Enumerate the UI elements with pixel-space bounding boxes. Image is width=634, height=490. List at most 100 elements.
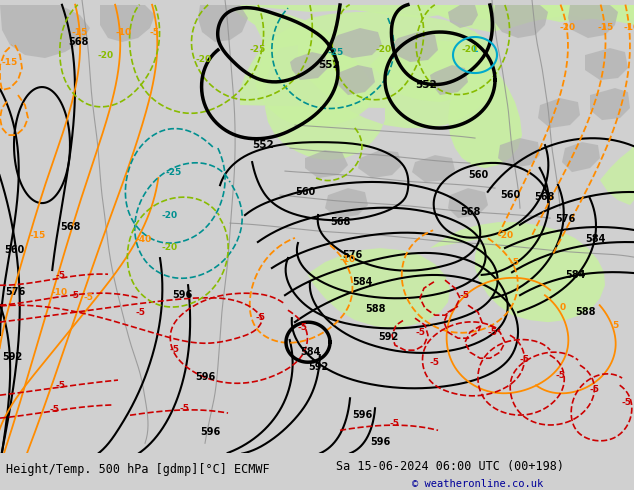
Text: 552: 552 xyxy=(318,60,340,70)
Text: 592: 592 xyxy=(378,332,398,342)
Text: 568: 568 xyxy=(68,37,88,47)
Text: -5: -5 xyxy=(50,405,60,414)
Text: 592: 592 xyxy=(2,352,22,362)
Text: 560: 560 xyxy=(295,187,315,197)
Text: -10: -10 xyxy=(340,255,356,264)
Polygon shape xyxy=(305,150,348,178)
Polygon shape xyxy=(493,5,548,38)
Text: -15: -15 xyxy=(30,231,46,240)
Polygon shape xyxy=(412,155,455,182)
Text: -20: -20 xyxy=(195,55,211,64)
Text: -20: -20 xyxy=(462,45,478,54)
Text: -5: -5 xyxy=(70,291,80,300)
Polygon shape xyxy=(325,188,368,218)
Text: 596: 596 xyxy=(200,427,220,437)
Text: 568: 568 xyxy=(534,192,554,202)
Text: -5: -5 xyxy=(55,381,65,390)
Text: -5: -5 xyxy=(180,404,190,413)
Polygon shape xyxy=(300,248,450,328)
Text: -15: -15 xyxy=(72,28,88,37)
Text: Height/Temp. 500 hPa [gdmp][°C] ECMWF: Height/Temp. 500 hPa [gdmp][°C] ECMWF xyxy=(6,463,270,476)
Text: -10: -10 xyxy=(52,288,68,297)
Polygon shape xyxy=(430,65,468,95)
Polygon shape xyxy=(600,145,634,205)
Polygon shape xyxy=(230,5,634,25)
Text: -5: -5 xyxy=(622,398,632,407)
Text: 0: 0 xyxy=(560,303,566,312)
Polygon shape xyxy=(358,150,402,178)
Text: 552: 552 xyxy=(252,140,274,150)
Polygon shape xyxy=(448,5,522,168)
Text: 560: 560 xyxy=(500,190,521,200)
Text: -20: -20 xyxy=(376,45,392,54)
Text: 560: 560 xyxy=(468,170,488,180)
Text: 568: 568 xyxy=(60,222,81,232)
Text: -25: -25 xyxy=(250,45,266,54)
Text: -10: -10 xyxy=(115,28,131,37)
Text: 584: 584 xyxy=(585,234,605,244)
Text: 596: 596 xyxy=(195,372,216,382)
Polygon shape xyxy=(562,142,600,172)
Text: 596: 596 xyxy=(370,437,391,447)
Text: Sa 15-06-2024 06:00 UTC (00+198): Sa 15-06-2024 06:00 UTC (00+198) xyxy=(336,460,564,473)
Text: 584: 584 xyxy=(352,277,372,287)
Text: L: L xyxy=(472,45,477,54)
Text: 588: 588 xyxy=(575,307,595,317)
Polygon shape xyxy=(330,28,382,58)
Text: -20: -20 xyxy=(162,211,178,220)
Text: -25: -25 xyxy=(328,48,344,57)
Text: 552: 552 xyxy=(415,80,437,90)
Text: -20: -20 xyxy=(98,51,114,60)
Text: 576: 576 xyxy=(555,214,575,224)
Text: -5: -5 xyxy=(510,258,520,267)
Text: -10: -10 xyxy=(624,23,634,32)
Text: 568: 568 xyxy=(460,207,481,217)
Polygon shape xyxy=(100,5,155,42)
Text: -5: -5 xyxy=(55,271,65,280)
Text: -20: -20 xyxy=(498,231,514,240)
Text: -40: -40 xyxy=(136,235,152,244)
Text: 596: 596 xyxy=(352,410,372,420)
Text: 584: 584 xyxy=(565,270,585,280)
Text: 584: 584 xyxy=(300,347,320,357)
Text: -20: -20 xyxy=(162,243,178,252)
Polygon shape xyxy=(568,5,618,38)
Text: -5: -5 xyxy=(460,291,470,300)
Text: -5: -5 xyxy=(84,293,94,302)
Polygon shape xyxy=(198,5,248,42)
Text: -5: -5 xyxy=(488,328,498,337)
Polygon shape xyxy=(538,98,580,128)
Text: 596: 596 xyxy=(172,290,192,300)
Text: -5: -5 xyxy=(298,323,308,332)
Text: 560: 560 xyxy=(4,245,24,255)
Polygon shape xyxy=(415,5,634,32)
Text: 568: 568 xyxy=(330,217,351,227)
Polygon shape xyxy=(290,52,328,80)
Polygon shape xyxy=(370,40,480,102)
Polygon shape xyxy=(392,32,438,62)
Text: 592: 592 xyxy=(308,362,328,372)
Text: -5: -5 xyxy=(430,358,440,367)
Text: 588: 588 xyxy=(365,304,385,314)
Text: -5: -5 xyxy=(590,385,600,394)
Text: -5: -5 xyxy=(390,419,400,428)
Polygon shape xyxy=(590,88,630,120)
Text: -5: -5 xyxy=(415,328,425,337)
Polygon shape xyxy=(430,222,605,322)
Text: -5: -5 xyxy=(135,308,145,317)
Polygon shape xyxy=(448,5,478,28)
Text: -5: -5 xyxy=(170,345,180,354)
Text: © weatheronline.co.uk: © weatheronline.co.uk xyxy=(412,480,543,490)
Text: 576: 576 xyxy=(342,250,362,260)
Text: -15: -15 xyxy=(598,23,614,32)
Polygon shape xyxy=(498,138,540,168)
Polygon shape xyxy=(230,8,372,128)
Polygon shape xyxy=(448,188,488,218)
Text: -25: -25 xyxy=(165,168,181,177)
Polygon shape xyxy=(336,65,375,95)
Text: -5: -5 xyxy=(520,355,530,364)
Polygon shape xyxy=(240,12,500,160)
Text: -5: -5 xyxy=(555,371,565,380)
Text: -15: -15 xyxy=(2,58,18,67)
Text: -5: -5 xyxy=(255,313,265,322)
